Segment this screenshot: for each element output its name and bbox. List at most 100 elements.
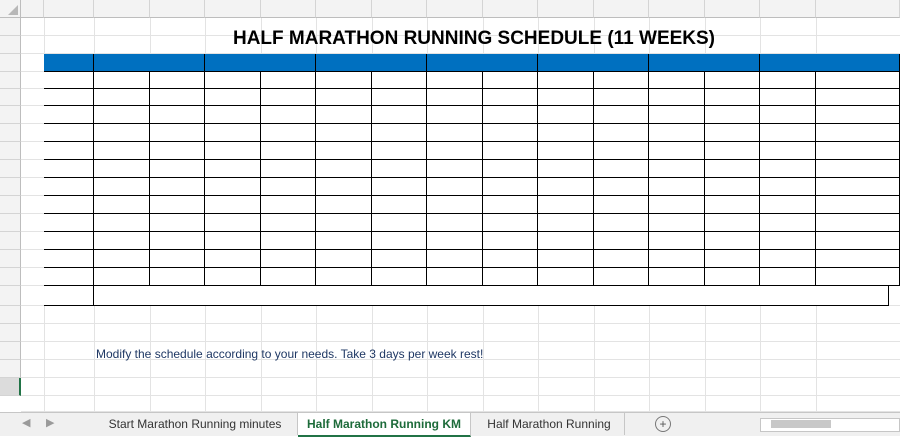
row-header-12[interactable] bbox=[0, 214, 21, 232]
subheader-km[interactable] bbox=[760, 72, 816, 89]
km-cell[interactable] bbox=[205, 232, 261, 250]
km-actual-cell[interactable] bbox=[261, 160, 316, 178]
km-actual-cell[interactable] bbox=[372, 106, 427, 124]
column-header-c[interactable] bbox=[94, 0, 150, 18]
km-actual-cell[interactable] bbox=[372, 124, 427, 142]
row-header-18[interactable] bbox=[0, 324, 21, 342]
km-actual-cell[interactable] bbox=[594, 142, 649, 160]
km-cell[interactable] bbox=[760, 214, 816, 232]
km-cell[interactable] bbox=[760, 250, 816, 268]
km-actual-cell[interactable] bbox=[705, 268, 760, 286]
row-header-8[interactable] bbox=[0, 142, 21, 160]
row-header-16[interactable] bbox=[0, 286, 21, 306]
km-actual-cell[interactable] bbox=[705, 250, 760, 268]
km-actual-cell[interactable] bbox=[816, 250, 900, 268]
km-actual-cell[interactable] bbox=[816, 178, 900, 196]
row-header-21[interactable] bbox=[0, 378, 21, 396]
km-actual-cell[interactable] bbox=[261, 142, 316, 160]
km-cell[interactable] bbox=[649, 196, 705, 214]
column-header-f[interactable] bbox=[261, 0, 316, 18]
week-number-cell[interactable] bbox=[44, 196, 94, 214]
km-cell[interactable] bbox=[538, 160, 594, 178]
km-actual-cell[interactable] bbox=[150, 106, 205, 124]
km-cell[interactable] bbox=[427, 268, 483, 286]
km-actual-cell[interactable] bbox=[150, 268, 205, 286]
km-cell[interactable] bbox=[427, 196, 483, 214]
row-header-20[interactable] bbox=[0, 360, 21, 378]
km-actual-cell[interactable] bbox=[372, 268, 427, 286]
km-cell[interactable] bbox=[316, 196, 372, 214]
km-cell[interactable] bbox=[760, 178, 816, 196]
km-cell[interactable] bbox=[94, 250, 150, 268]
km-cell[interactable] bbox=[538, 178, 594, 196]
sheet-tab[interactable]: Half Marathon Running bbox=[474, 413, 625, 435]
km-actual-cell[interactable] bbox=[816, 160, 900, 178]
km-cell[interactable] bbox=[316, 124, 372, 142]
column-header-a[interactable] bbox=[21, 0, 44, 18]
km-cell[interactable] bbox=[316, 178, 372, 196]
km-cell[interactable] bbox=[316, 268, 372, 286]
km-cell[interactable] bbox=[94, 268, 150, 286]
km-cell[interactable] bbox=[427, 232, 483, 250]
km-actual-cell[interactable] bbox=[372, 89, 427, 106]
km-cell[interactable] bbox=[427, 250, 483, 268]
subheader-km-actual[interactable] bbox=[483, 72, 538, 89]
km-actual-cell[interactable] bbox=[483, 250, 538, 268]
week-number-cell[interactable] bbox=[44, 178, 94, 196]
km-cell[interactable] bbox=[316, 89, 372, 106]
week-number-cell[interactable] bbox=[44, 160, 94, 178]
column-header-b[interactable] bbox=[44, 0, 94, 18]
column-header-n[interactable] bbox=[705, 0, 760, 18]
km-actual-cell[interactable] bbox=[150, 250, 205, 268]
km-cell[interactable] bbox=[427, 106, 483, 124]
column-header-h[interactable] bbox=[372, 0, 427, 18]
subheader-km-actual[interactable] bbox=[594, 72, 649, 89]
km-actual-cell[interactable] bbox=[483, 124, 538, 142]
km-actual-cell[interactable] bbox=[705, 106, 760, 124]
km-actual-cell[interactable] bbox=[150, 196, 205, 214]
row-header-14[interactable] bbox=[0, 250, 21, 268]
subheader-km-actual[interactable] bbox=[705, 72, 760, 89]
km-cell[interactable] bbox=[649, 89, 705, 106]
km-cell[interactable] bbox=[760, 160, 816, 178]
column-header-j[interactable] bbox=[483, 0, 538, 18]
week-number-cell[interactable] bbox=[44, 106, 94, 124]
column-header-k[interactable] bbox=[538, 0, 594, 18]
km-cell[interactable] bbox=[205, 89, 261, 106]
km-actual-cell[interactable] bbox=[261, 106, 316, 124]
week-number-cell[interactable] bbox=[44, 268, 94, 286]
week-number-cell[interactable] bbox=[44, 232, 94, 250]
km-actual-cell[interactable] bbox=[150, 142, 205, 160]
km-cell[interactable] bbox=[316, 232, 372, 250]
week-number-cell[interactable] bbox=[44, 250, 94, 268]
km-cell[interactable] bbox=[649, 160, 705, 178]
km-actual-cell[interactable] bbox=[705, 196, 760, 214]
km-actual-cell[interactable] bbox=[261, 232, 316, 250]
km-actual-cell[interactable] bbox=[594, 89, 649, 106]
km-actual-cell[interactable] bbox=[816, 232, 900, 250]
km-cell[interactable] bbox=[94, 178, 150, 196]
km-cell[interactable] bbox=[427, 178, 483, 196]
subheader-km[interactable] bbox=[316, 72, 372, 89]
km-cell[interactable] bbox=[205, 178, 261, 196]
km-cell[interactable] bbox=[316, 142, 372, 160]
km-actual-cell[interactable] bbox=[261, 89, 316, 106]
sheet-tab[interactable]: Start Marathon Running minutes bbox=[93, 413, 298, 435]
km-cell[interactable] bbox=[94, 232, 150, 250]
km-cell[interactable] bbox=[427, 142, 483, 160]
km-cell[interactable] bbox=[538, 232, 594, 250]
scrollbar-thumb[interactable] bbox=[771, 420, 831, 428]
km-actual-cell[interactable] bbox=[705, 232, 760, 250]
km-actual-cell[interactable] bbox=[372, 178, 427, 196]
km-cell[interactable] bbox=[538, 268, 594, 286]
km-cell[interactable] bbox=[94, 142, 150, 160]
column-header-p[interactable] bbox=[816, 0, 900, 18]
km-cell[interactable] bbox=[760, 124, 816, 142]
sheet-tab[interactable]: Half Marathon Running KM bbox=[298, 413, 471, 437]
row-header-19[interactable] bbox=[0, 342, 21, 360]
km-cell[interactable] bbox=[760, 268, 816, 286]
km-actual-cell[interactable] bbox=[372, 196, 427, 214]
km-cell[interactable] bbox=[205, 142, 261, 160]
km-actual-cell[interactable] bbox=[705, 124, 760, 142]
